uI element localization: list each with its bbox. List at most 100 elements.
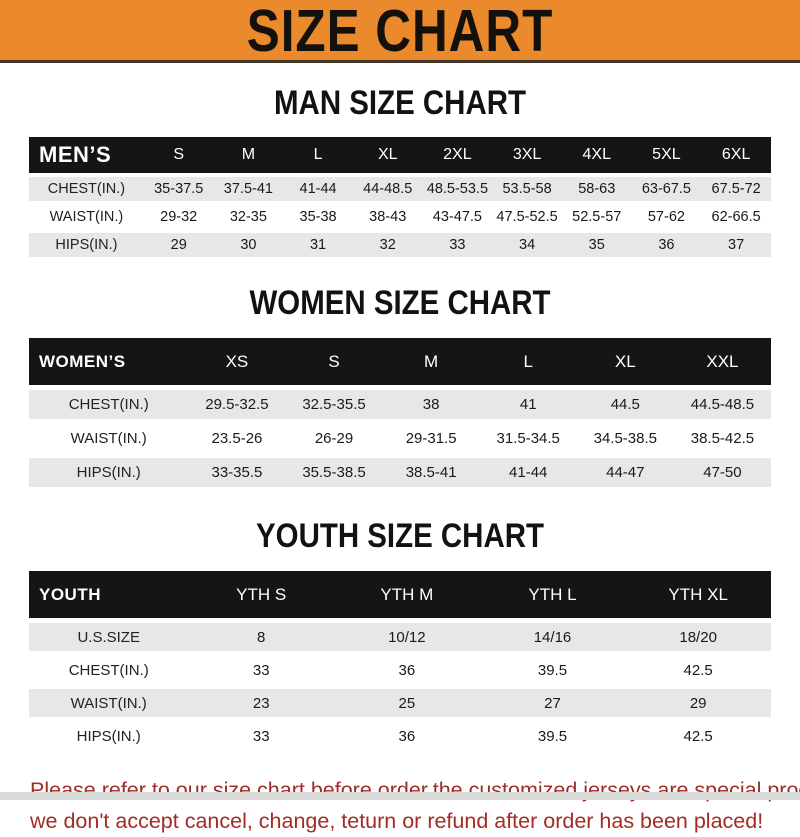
women-header-label: WOMEN’S: [29, 338, 189, 385]
measurement-value: 57-62: [631, 205, 702, 229]
youth-size-chart-heading: YOUTH SIZE CHART: [256, 515, 544, 556]
table-row: HIPS(IN.) 29 30 31 32 33 34 35 36 37: [29, 233, 771, 257]
page-title: SIZE CHART: [246, 0, 554, 64]
table-row: HIPS(IN.) 33-35.5 35.5-38.5 38.5-41 41-44 44-…: [29, 458, 771, 487]
size-column-header: S: [285, 338, 383, 385]
men-size-chart-heading: MAN SIZE CHART: [274, 82, 526, 123]
measurement-value: 32: [352, 233, 423, 257]
measurement-value: 35-37.5: [143, 177, 214, 201]
measurement-value: 29-32: [143, 205, 214, 229]
measurement-value: 29-31.5: [382, 424, 480, 453]
measurement-value: 63-67.5: [631, 177, 702, 201]
measurement-value: 34.5-38.5: [576, 424, 674, 453]
measurement-label: WAIST(IN.): [29, 689, 189, 717]
size-column-header: S: [143, 137, 214, 173]
measurement-value: 44-47: [576, 458, 674, 487]
table-header: MEN’S S M L XL 2XL 3XL 4XL 5XL 6XL: [29, 137, 771, 173]
table-row: U.S.SIZE 8 10/12 14/16 18/20: [29, 623, 771, 651]
measurement-value: 38.5-41: [382, 458, 480, 487]
size-column-header: L: [283, 137, 353, 173]
table-row: HIPS(IN.) 33 36 39.5 42.5: [29, 722, 771, 750]
measurement-value: 14/16: [479, 623, 626, 651]
size-column-header: L: [479, 338, 577, 385]
measurement-value: 33: [188, 656, 335, 684]
measurement-value: 42.5: [625, 722, 771, 750]
size-column-header: 5XL: [631, 137, 702, 173]
bottom-strip: [0, 792, 800, 800]
measurement-value: 43-47.5: [422, 205, 493, 229]
measurement-value: 35-38: [283, 205, 353, 229]
measurement-value: 37.5-41: [213, 177, 284, 201]
measurement-value: 29: [625, 689, 771, 717]
size-column-header: YTH S: [188, 571, 335, 618]
header-row: YOUTH YTH S YTH M YTH L YTH XL: [29, 571, 771, 618]
measurement-value: 34: [492, 233, 562, 257]
measurement-value: 10/12: [334, 623, 480, 651]
order-notice: Please refer to our size chart before or…: [30, 775, 800, 837]
measurement-value: 36: [334, 656, 480, 684]
size-column-header: YTH L: [479, 571, 626, 618]
size-column-header: M: [382, 338, 480, 385]
women-size-chart-heading: WOMEN SIZE CHART: [249, 282, 551, 323]
table-body: CHEST(IN.) 35-37.5 37.5-41 41-44 44-48.5 48.5…: [29, 177, 771, 257]
measurement-label: CHEST(IN.): [29, 390, 189, 419]
measurement-value: 53.5-58: [492, 177, 562, 201]
measurement-value: 29.5-32.5: [188, 390, 286, 419]
measurement-value: 26-29: [285, 424, 383, 453]
measurement-value: 8: [188, 623, 335, 651]
table-header: WOMEN’S XS S M L XL XXL: [29, 338, 771, 385]
table-row: WAIST(IN.) 23.5-26 26-29 29-31.5 31.5-34.5 34…: [29, 424, 771, 453]
size-column-header: YTH M: [334, 571, 480, 618]
header-row: MEN’S S M L XL 2XL 3XL 4XL 5XL 6XL: [29, 137, 771, 173]
measurement-value: 41-44: [479, 458, 577, 487]
measurement-label: CHEST(IN.): [29, 656, 189, 684]
size-column-header: 3XL: [492, 137, 562, 173]
table-row: CHEST(IN.) 35-37.5 37.5-41 41-44 44-48.5 48.5…: [29, 177, 771, 201]
measurement-value: 32-35: [213, 205, 284, 229]
measurement-value: 58-63: [561, 177, 632, 201]
measurement-value: 38: [382, 390, 480, 419]
measurement-value: 39.5: [479, 656, 626, 684]
measurement-value: 35.5-38.5: [285, 458, 383, 487]
measurement-label: WAIST(IN.): [29, 205, 144, 229]
women-size-table: WOMEN’S XS S M L XL XXL CHEST(IN.) 29.5-32.5 32.5…: [29, 333, 771, 492]
header-row: WOMEN’S XS S M L XL XXL: [29, 338, 771, 385]
measurement-value: 33-35.5: [188, 458, 286, 487]
notice-line-2: we don't accept cancel, change, teturn o…: [30, 809, 764, 834]
measurement-value: 23: [188, 689, 335, 717]
measurement-value: 44-48.5: [352, 177, 423, 201]
size-column-header: YTH XL: [625, 571, 771, 618]
measurement-value: 33: [188, 722, 335, 750]
size-column-header: M: [213, 137, 284, 173]
table-body: CHEST(IN.) 29.5-32.5 32.5-35.5 38 41 44.5 44.5…: [29, 390, 771, 487]
measurement-label: HIPS(IN.): [29, 458, 189, 487]
measurement-value: 27: [479, 689, 626, 717]
youth-header-label: YOUTH: [29, 571, 189, 618]
men-size-table: MEN’S S M L XL 2XL 3XL 4XL 5XL 6XL CHEST(IN.) 35-37…: [29, 133, 771, 261]
table-row: WAIST(IN.) 23 25 27 29: [29, 689, 771, 717]
table-row: WAIST(IN.) 29-32 32-35 35-38 38-43 43-47.5 47.…: [29, 205, 771, 229]
size-column-header: XXL: [673, 338, 771, 385]
table-row: CHEST(IN.) 33 36 39.5 42.5: [29, 656, 771, 684]
men-header-label: MEN’S: [29, 137, 144, 173]
measurement-value: 39.5: [479, 722, 626, 750]
size-column-header: 4XL: [561, 137, 632, 173]
size-column-header: 6XL: [701, 137, 771, 173]
measurement-value: 48.5-53.5: [422, 177, 493, 201]
measurement-value: 37: [701, 233, 771, 257]
measurement-value: 47.5-52.5: [492, 205, 562, 229]
measurement-value: 38-43: [352, 205, 423, 229]
measurement-value: 30: [213, 233, 284, 257]
notice-line-1: Please refer to our size chart before or…: [30, 778, 800, 802]
measurement-value: 44.5: [576, 390, 674, 419]
measurement-value: 33: [422, 233, 493, 257]
measurement-value: 35: [561, 233, 632, 257]
measurement-value: 29: [143, 233, 214, 257]
size-chart-banner: SIZE CHART: [0, 0, 800, 63]
size-charts: MAN SIZE CHART MEN’S S M L XL 2XL 3XL 4XL 5XL 6XL C…: [0, 82, 800, 755]
measurement-value: 31.5-34.5: [479, 424, 577, 453]
table-body: U.S.SIZE 8 10/12 14/16 18/20 CHEST(IN.) 33 36 39…: [29, 623, 771, 750]
measurement-label: WAIST(IN.): [29, 424, 189, 453]
measurement-value: 25: [334, 689, 480, 717]
size-column-header: XS: [188, 338, 286, 385]
